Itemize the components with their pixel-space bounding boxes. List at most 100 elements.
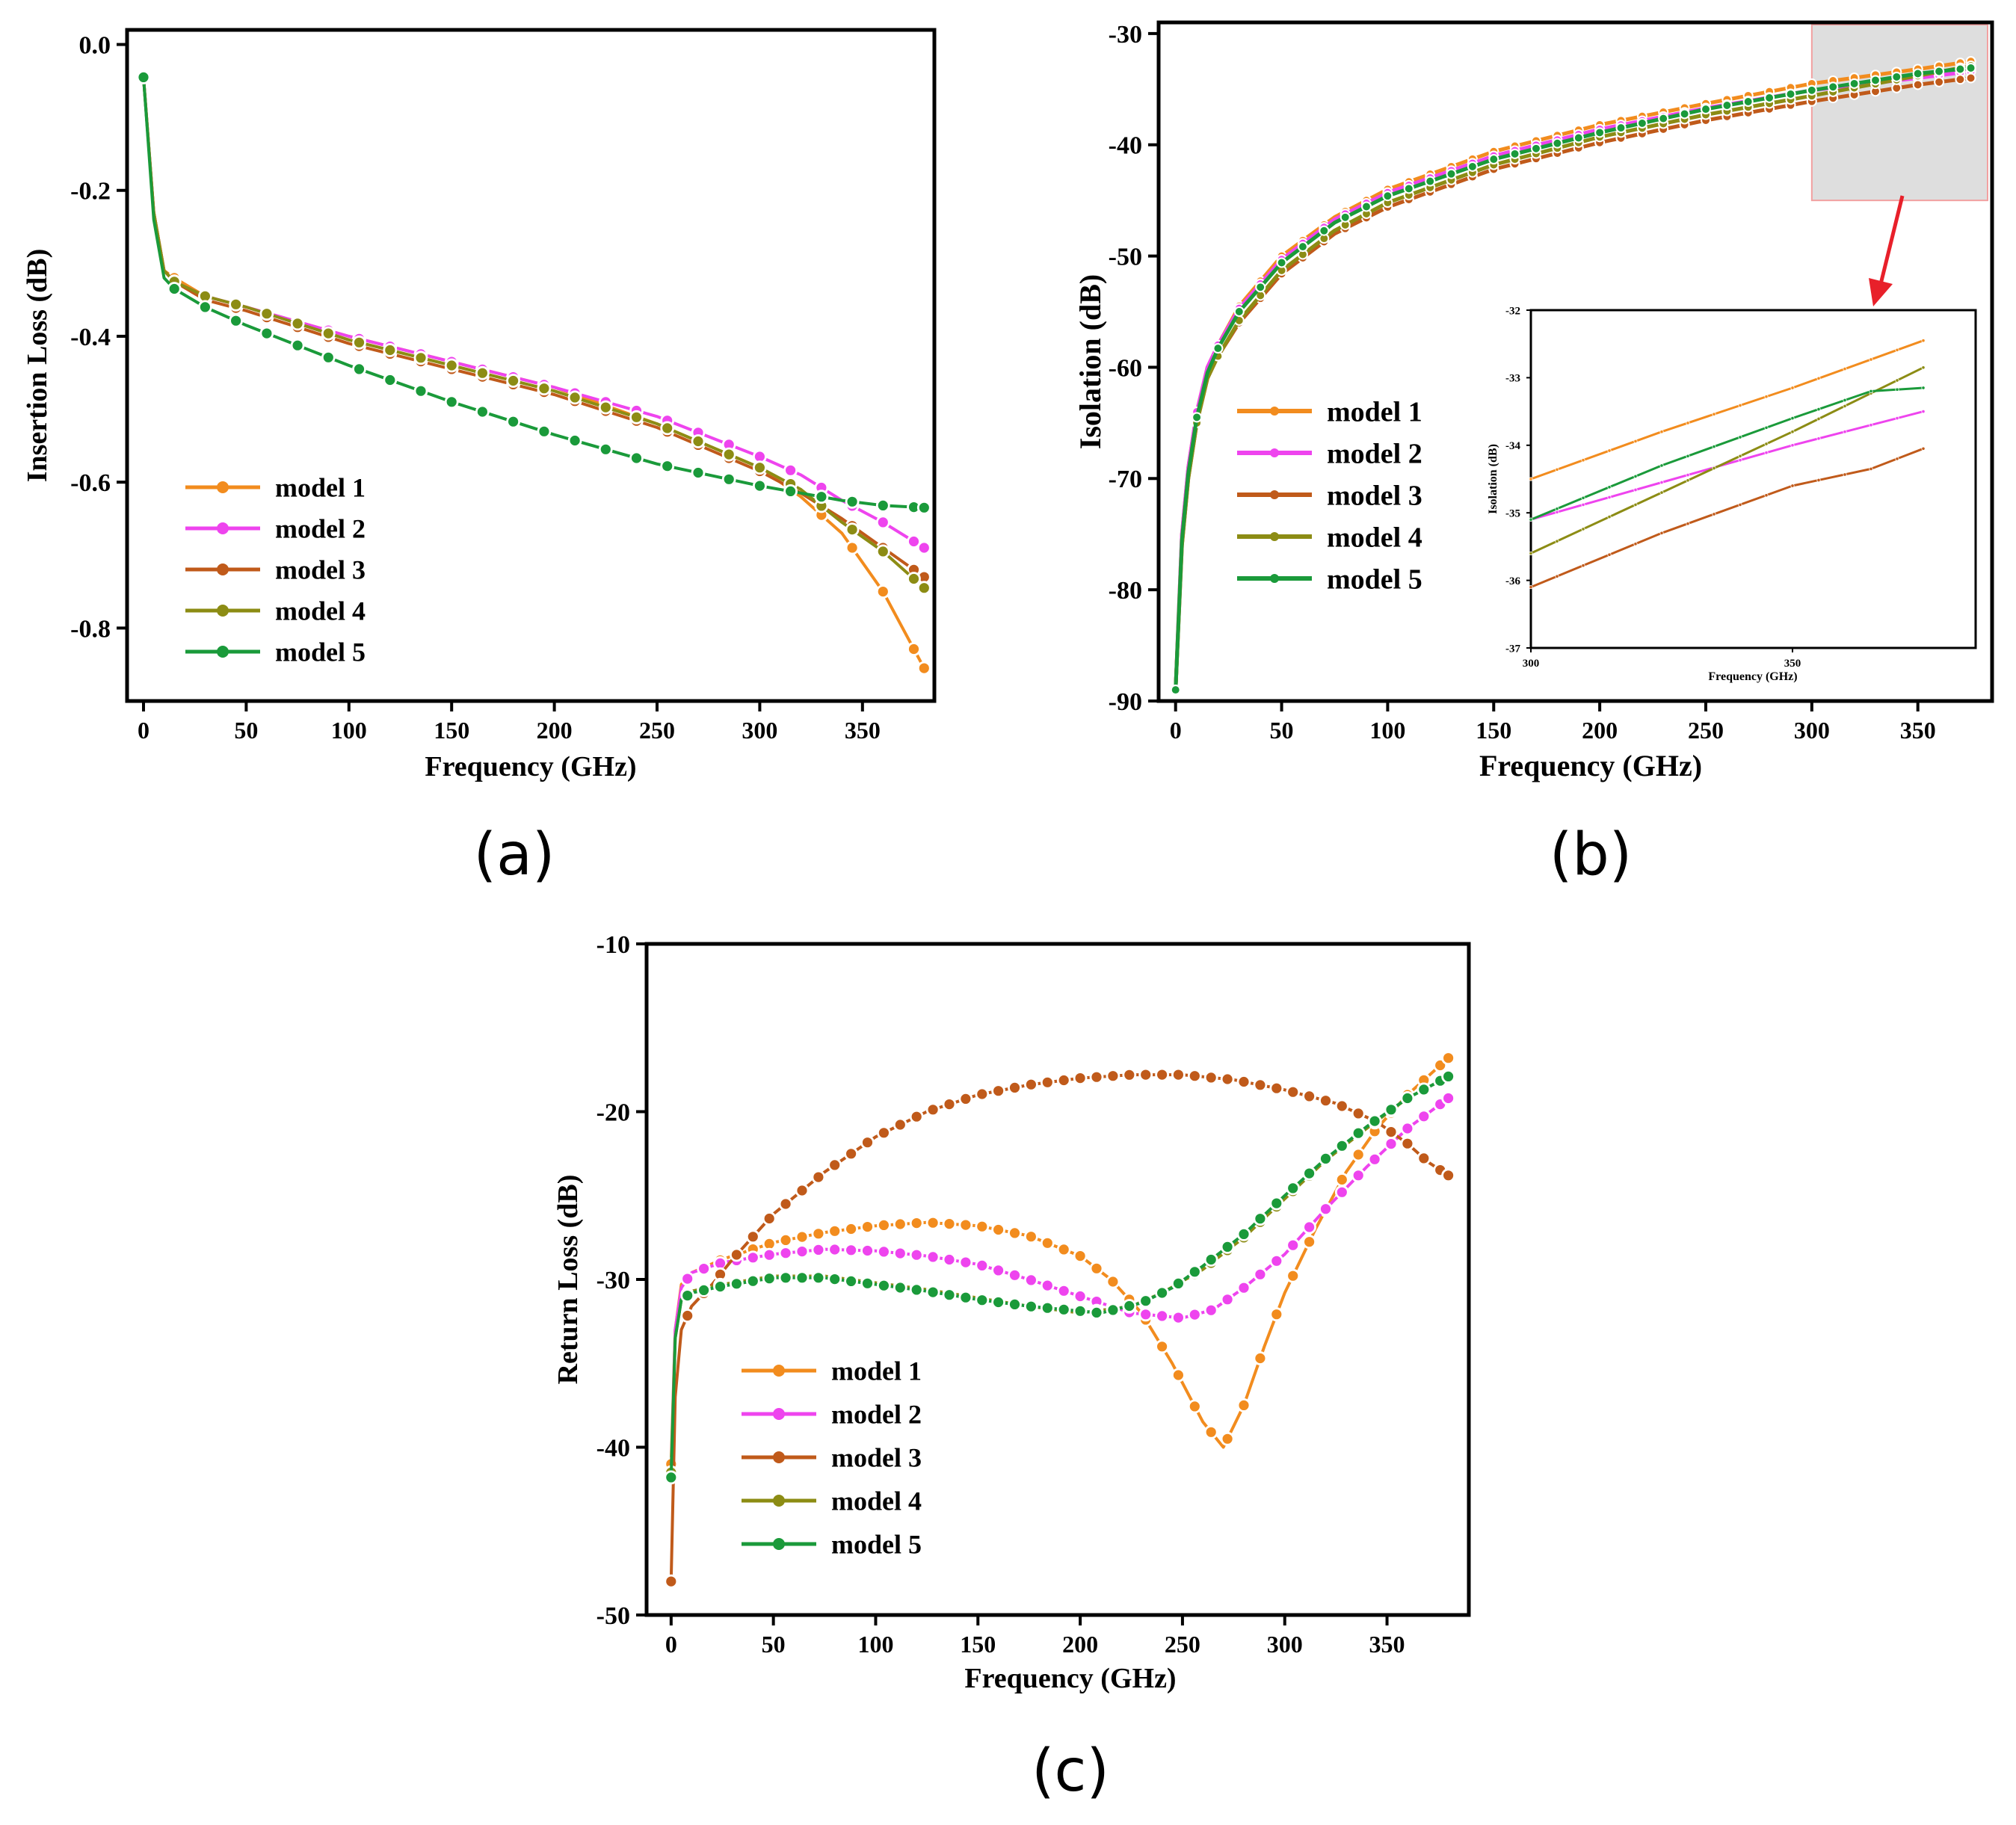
data-point-model-3 bbox=[1220, 1072, 1235, 1087]
data-point-model-3 bbox=[730, 1247, 744, 1262]
data-point-model-2 bbox=[1203, 1303, 1218, 1318]
data-point-model-5 bbox=[1233, 306, 1245, 318]
data-point-model-5 bbox=[975, 1293, 990, 1308]
legend-label-model-2: model 2 bbox=[275, 514, 366, 544]
panel-c-series-group bbox=[664, 1051, 1455, 1589]
data-point-model-5 bbox=[321, 350, 336, 365]
data-point-model-1 bbox=[1334, 1173, 1349, 1187]
data-point-model-5 bbox=[1269, 1196, 1284, 1211]
y-tick-label: -0.8 bbox=[70, 615, 111, 643]
data-point-model-5 bbox=[136, 70, 151, 84]
data-point-model-5 bbox=[197, 300, 212, 315]
data-point-model-1 bbox=[1008, 1226, 1022, 1241]
data-point-model-3 bbox=[1155, 1067, 1169, 1082]
data-point-model-2 bbox=[1171, 1310, 1186, 1325]
legend-label-model-2: model 2 bbox=[831, 1400, 922, 1430]
panel-c-legend: model 1 model 2 model 3 model 4 model 5 bbox=[742, 1356, 922, 1560]
data-point-model-5 bbox=[598, 442, 613, 457]
data-point-model-1 bbox=[1921, 339, 1926, 343]
data-point-model-5 bbox=[1122, 1299, 1137, 1313]
data-point-model-2 bbox=[1073, 1289, 1088, 1303]
data-point-model-5 bbox=[1806, 84, 1817, 96]
x-tick-label: 150 bbox=[1476, 717, 1511, 744]
data-point-model-2 bbox=[1302, 1220, 1316, 1235]
data-point-model-5 bbox=[783, 484, 798, 498]
data-point-model-2 bbox=[1843, 430, 1847, 434]
data-point-model-2 bbox=[942, 1253, 957, 1267]
data-point-model-1 bbox=[1607, 448, 1612, 453]
data-point-model-1 bbox=[942, 1217, 957, 1231]
data-point-model-5 bbox=[1721, 99, 1733, 111]
x-tick-label: 0 bbox=[1170, 717, 1182, 744]
data-point-model-2 bbox=[1921, 410, 1926, 414]
data-point-model-2 bbox=[1869, 423, 1873, 427]
data-point-model-1 bbox=[1895, 348, 1899, 352]
data-point-model-5 bbox=[916, 500, 931, 515]
data-point-model-5 bbox=[844, 1274, 858, 1288]
data-point-model-2 bbox=[1155, 1309, 1169, 1324]
data-point-model-1 bbox=[893, 1217, 907, 1232]
data-point-model-1 bbox=[778, 1233, 793, 1247]
data-point-model-4 bbox=[598, 400, 613, 415]
data-point-model-3 bbox=[1738, 502, 1742, 507]
data-point-model-4 bbox=[229, 297, 244, 312]
legend-marker-model-5 bbox=[773, 1538, 785, 1550]
data-point-model-5 bbox=[1400, 1091, 1415, 1105]
data-point-model-5 bbox=[958, 1290, 973, 1305]
y-tick-label: -10 bbox=[597, 931, 630, 959]
data-point-model-3 bbox=[1319, 1093, 1333, 1108]
data-point-model-3 bbox=[1417, 1151, 1431, 1166]
data-point-model-4 bbox=[475, 365, 490, 380]
y-tick-label: -37 bbox=[1505, 643, 1520, 655]
data-point-model-1 bbox=[1581, 458, 1585, 463]
data-point-model-4 bbox=[845, 522, 860, 537]
data-point-model-3 bbox=[1236, 1075, 1251, 1089]
data-point-model-2 bbox=[1056, 1283, 1071, 1298]
data-point-model-4 bbox=[506, 374, 520, 388]
data-point-model-3 bbox=[1073, 1071, 1088, 1085]
data-point-model-3 bbox=[925, 1102, 940, 1117]
data-point-model-2 bbox=[783, 463, 798, 478]
data-point-model-5 bbox=[1785, 88, 1796, 99]
legend-label-model-5: model 5 bbox=[831, 1530, 922, 1560]
data-point-model-3 bbox=[1384, 1125, 1399, 1139]
data-point-model-4 bbox=[1555, 539, 1559, 543]
data-point-model-5 bbox=[691, 466, 706, 480]
legend-label-model-3: model 3 bbox=[1327, 480, 1422, 511]
data-point-model-2 bbox=[1236, 1280, 1251, 1295]
data-point-model-5 bbox=[1573, 132, 1584, 143]
data-point-model-5 bbox=[1236, 1227, 1251, 1241]
legend-label-model-4: model 4 bbox=[831, 1486, 922, 1516]
data-point-model-3 bbox=[1106, 1069, 1120, 1084]
data-point-model-1 bbox=[1155, 1339, 1169, 1354]
data-point-model-2 bbox=[1367, 1152, 1382, 1167]
data-point-model-5 bbox=[1555, 507, 1559, 511]
data-point-model-4 bbox=[444, 358, 459, 373]
data-point-model-1 bbox=[909, 1216, 924, 1230]
data-point-model-5 bbox=[1276, 257, 1287, 268]
data-point-model-5 bbox=[1138, 1294, 1153, 1309]
x-tick-label: 50 bbox=[234, 717, 258, 744]
data-point-model-3 bbox=[1790, 484, 1795, 488]
data-point-model-5 bbox=[1302, 1166, 1316, 1181]
data-point-model-4 bbox=[1843, 404, 1847, 408]
data-point-model-5 bbox=[1594, 127, 1606, 138]
data-point-model-3 bbox=[1686, 522, 1690, 526]
data-point-model-1 bbox=[925, 1215, 940, 1230]
y-tick-label: -0.4 bbox=[70, 324, 111, 351]
data-point-model-5 bbox=[1170, 685, 1181, 696]
data-point-model-5 bbox=[229, 313, 244, 328]
data-point-model-3 bbox=[1869, 466, 1873, 471]
data-point-model-3 bbox=[1895, 457, 1899, 461]
legend-label-model-1: model 1 bbox=[275, 473, 366, 503]
data-point-model-2 bbox=[1790, 443, 1795, 448]
data-point-model-2 bbox=[975, 1259, 990, 1273]
y-tick-label: -20 bbox=[597, 1099, 630, 1126]
panel-c-ticks: 0 50 100 150 200 250 300 350 -10 -20 -30 -40 -50 bbox=[597, 931, 1405, 1658]
data-point-model-2 bbox=[778, 1246, 793, 1261]
data-point-model-5 bbox=[1171, 1276, 1186, 1291]
series-line-model-5 bbox=[1174, 66, 1973, 692]
data-point-model-3 bbox=[664, 1574, 679, 1589]
y-tick-label: 0.0 bbox=[79, 31, 111, 59]
panel-b-zoom-highlight bbox=[1810, 24, 1989, 202]
